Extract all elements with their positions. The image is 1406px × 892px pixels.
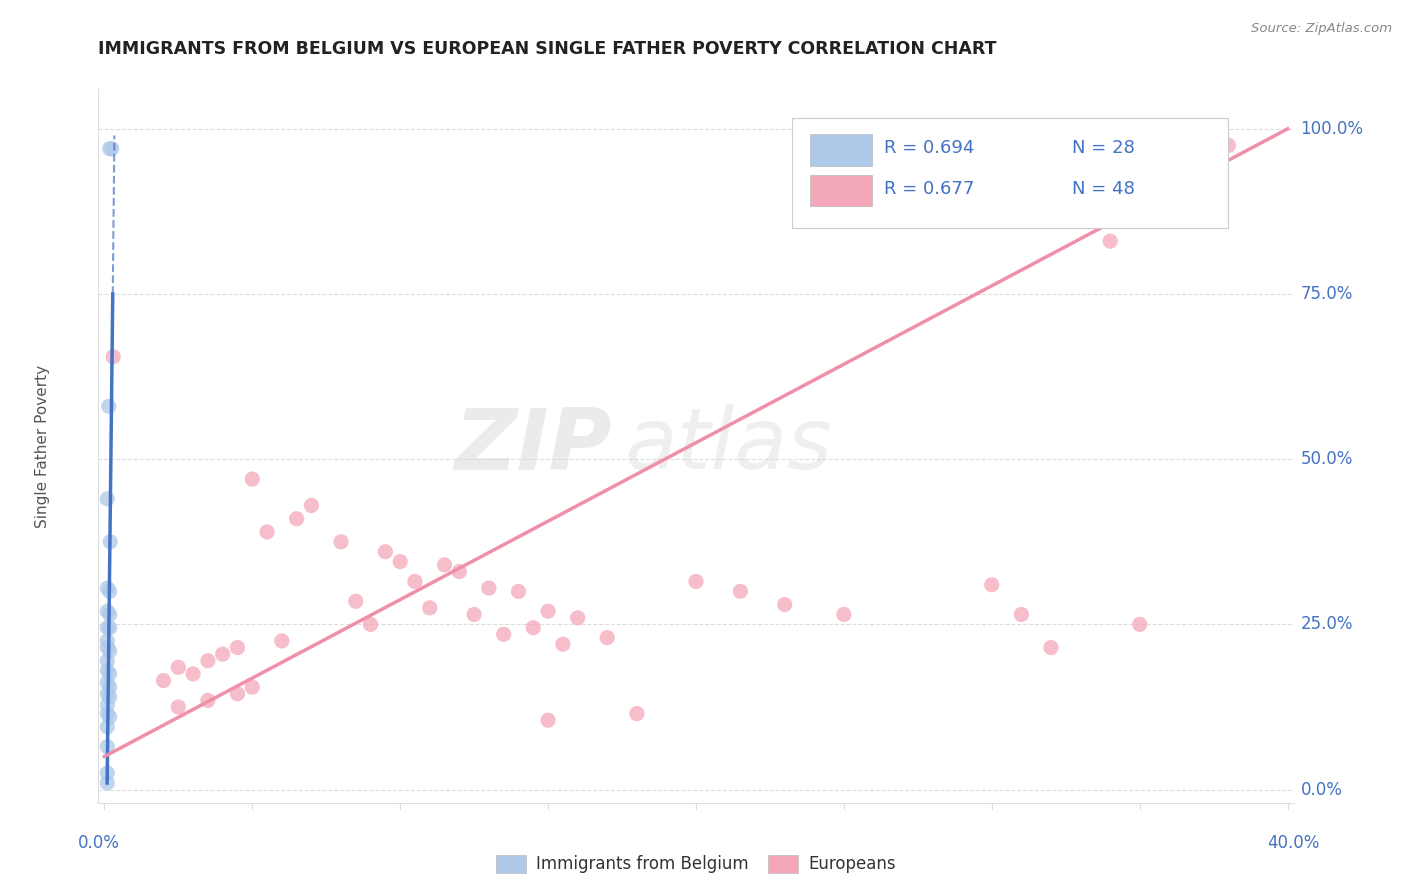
Point [567, 611, 589, 625]
FancyBboxPatch shape [792, 118, 1227, 228]
Point [100, 142, 122, 156]
Point [360, 617, 382, 632]
Point [389, 555, 412, 569]
Point [226, 687, 249, 701]
Point [537, 604, 560, 618]
Point [167, 660, 190, 674]
Point [240, 472, 263, 486]
Point [197, 693, 219, 707]
Point [240, 680, 263, 694]
Point [980, 578, 1002, 592]
Text: 25.0%: 25.0% [1301, 615, 1353, 633]
Text: 0.0%: 0.0% [1301, 780, 1343, 798]
Text: N = 48: N = 48 [1073, 180, 1135, 198]
Point [98, 534, 121, 549]
Point [551, 637, 574, 651]
Point [1010, 607, 1032, 622]
Text: 75.0%: 75.0% [1301, 285, 1353, 303]
Point [96, 687, 118, 701]
Point [404, 574, 426, 589]
Point [270, 634, 292, 648]
Point [98, 690, 121, 704]
Point [103, 350, 125, 364]
Point [299, 499, 322, 513]
Point [98, 644, 121, 658]
Point [98, 680, 121, 694]
Point [1188, 121, 1211, 136]
Text: Single Father Poverty: Single Father Poverty [35, 365, 49, 527]
Point [1039, 640, 1062, 655]
Point [522, 621, 544, 635]
Point [226, 640, 249, 655]
Point [96, 664, 118, 678]
Point [832, 607, 855, 622]
Text: N = 28: N = 28 [1073, 139, 1135, 157]
Point [1129, 617, 1152, 632]
Point [449, 565, 471, 579]
Text: R = 0.677: R = 0.677 [883, 180, 974, 198]
Point [98, 621, 121, 635]
Point [508, 584, 530, 599]
Text: 100.0%: 100.0% [1301, 120, 1364, 138]
Point [1159, 148, 1181, 162]
Point [96, 675, 118, 690]
Point [167, 700, 190, 714]
Point [96, 706, 118, 721]
Point [96, 739, 118, 754]
Text: atlas: atlas [624, 404, 832, 488]
Text: Source: ZipAtlas.com: Source: ZipAtlas.com [1251, 22, 1392, 36]
Text: 40.0%: 40.0% [1267, 834, 1320, 852]
Point [596, 631, 619, 645]
Point [96, 654, 118, 668]
Point [773, 598, 796, 612]
Point [285, 511, 308, 525]
Point [98, 710, 121, 724]
Point [96, 720, 118, 734]
Point [685, 574, 707, 589]
Point [96, 776, 118, 790]
Point [537, 713, 560, 727]
Point [374, 545, 396, 559]
FancyBboxPatch shape [810, 175, 872, 206]
Point [463, 607, 485, 622]
Point [96, 766, 118, 780]
Point [96, 634, 118, 648]
Point [98, 607, 121, 622]
Point [97, 400, 120, 414]
Point [478, 581, 501, 595]
FancyBboxPatch shape [810, 134, 872, 166]
Point [98, 667, 121, 681]
Text: ZIP: ZIP [454, 404, 612, 488]
Point [96, 581, 118, 595]
Legend: Immigrants from Belgium, Europeans: Immigrants from Belgium, Europeans [489, 848, 903, 880]
Text: IMMIGRANTS FROM BELGIUM VS EUROPEAN SINGLE FATHER POVERTY CORRELATION CHART: IMMIGRANTS FROM BELGIUM VS EUROPEAN SING… [98, 40, 997, 58]
Point [197, 654, 219, 668]
Point [96, 491, 118, 506]
Point [256, 524, 278, 539]
Point [330, 534, 353, 549]
Point [419, 600, 441, 615]
Point [1099, 234, 1122, 248]
Point [152, 673, 174, 688]
Text: 50.0%: 50.0% [1301, 450, 1353, 468]
Text: 0.0%: 0.0% [77, 834, 120, 852]
Text: R = 0.694: R = 0.694 [883, 139, 974, 157]
Point [98, 584, 121, 599]
Point [730, 584, 752, 599]
Point [96, 640, 118, 655]
Point [96, 698, 118, 712]
Point [181, 667, 204, 681]
Point [96, 604, 118, 618]
Point [433, 558, 456, 572]
Point [626, 706, 648, 721]
Point [96, 621, 118, 635]
Point [344, 594, 367, 608]
Point [492, 627, 515, 641]
Point [1218, 138, 1240, 153]
Point [211, 647, 233, 661]
Point [98, 142, 121, 156]
